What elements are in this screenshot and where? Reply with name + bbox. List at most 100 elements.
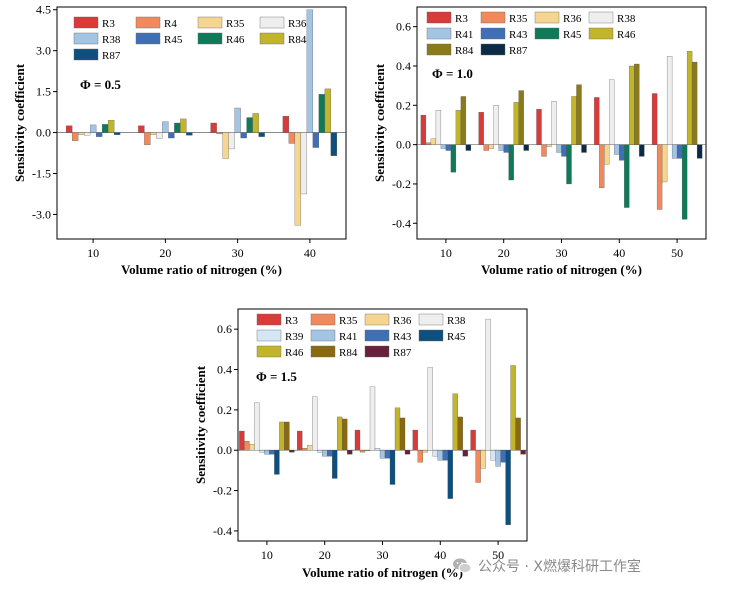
x-tick-label: 10 bbox=[440, 246, 452, 260]
bar-r38 bbox=[485, 318, 491, 451]
bar-r87 bbox=[289, 450, 295, 453]
y-tick-label: -0.2 bbox=[392, 177, 411, 191]
bar-r46 bbox=[246, 117, 253, 133]
bar-r36 bbox=[228, 132, 235, 150]
bar-r43 bbox=[384, 450, 391, 459]
legend-swatch-r41 bbox=[310, 329, 336, 342]
x-axis-title: Volume ratio of nitrogen (%) bbox=[121, 262, 282, 277]
bar-r39 bbox=[490, 450, 496, 461]
y-tick-label: 0.0 bbox=[36, 126, 51, 140]
bar-r41 bbox=[498, 144, 504, 151]
x-tick-label: 40 bbox=[304, 246, 316, 260]
bar-r46 bbox=[279, 421, 285, 451]
bar-r36 bbox=[488, 144, 494, 149]
bar-r36 bbox=[307, 445, 313, 451]
wechat-icon bbox=[453, 558, 472, 574]
bar-r41 bbox=[556, 144, 562, 153]
bar-r4 bbox=[71, 132, 79, 141]
legend-swatch-r43 bbox=[364, 329, 390, 342]
bar-r35 bbox=[244, 440, 250, 451]
y-tick-label: -0.2 bbox=[213, 484, 232, 498]
y-tick-label: 0.2 bbox=[396, 98, 411, 112]
legend-swatch-r36 bbox=[259, 16, 285, 29]
y-tick-label: 0.4 bbox=[396, 59, 411, 73]
bar-r36 bbox=[661, 144, 668, 183]
bar-r45 bbox=[389, 450, 396, 485]
watermark: 公众号 · X燃爆科研工作室 bbox=[452, 555, 641, 577]
bar-r45 bbox=[95, 132, 103, 137]
bar-r45 bbox=[624, 144, 630, 208]
bar-r46 bbox=[513, 102, 519, 145]
bar-r36 bbox=[604, 144, 610, 165]
legend-swatch-r35 bbox=[197, 16, 223, 29]
bar-r45 bbox=[240, 132, 247, 139]
bar-r87 bbox=[330, 132, 338, 156]
bar-r84 bbox=[252, 113, 259, 133]
legend-swatch-r46 bbox=[256, 345, 282, 358]
legend-label: R87 bbox=[102, 50, 121, 62]
bar-r3 bbox=[594, 97, 600, 145]
bar-r87 bbox=[462, 450, 468, 457]
bar-r38 bbox=[551, 101, 557, 145]
legend-label: R39 bbox=[285, 331, 304, 343]
bar-r3 bbox=[470, 429, 476, 451]
y-axis-title: Sensitivity coefficient bbox=[372, 63, 387, 182]
bar-r87 bbox=[113, 132, 121, 135]
bar-r3 bbox=[239, 430, 245, 451]
legend-swatch-r38 bbox=[588, 11, 614, 24]
y-tick-label: 0.6 bbox=[396, 20, 411, 34]
legend-swatch-r84 bbox=[259, 32, 285, 45]
bar-r84 bbox=[342, 418, 348, 451]
bar-r3 bbox=[282, 116, 290, 133]
legend-swatch-r45 bbox=[135, 32, 161, 45]
bar-r35 bbox=[475, 450, 481, 483]
bar-r43 bbox=[269, 450, 275, 455]
bar-r87 bbox=[696, 144, 703, 159]
legend-label: R46 bbox=[285, 347, 304, 359]
legend-label: R36 bbox=[393, 315, 412, 327]
bar-r4 bbox=[216, 132, 223, 135]
y-tick-label: 1.5 bbox=[36, 85, 51, 99]
legend-label: R35 bbox=[509, 13, 528, 25]
legend-swatch-r45 bbox=[534, 27, 560, 40]
bar-r87 bbox=[258, 132, 265, 137]
y-tick-label: 0.4 bbox=[217, 363, 232, 377]
bar-r36 bbox=[156, 132, 163, 139]
bar-r84 bbox=[180, 118, 187, 133]
legend-label: R38 bbox=[447, 315, 466, 327]
x-tick-label: 10 bbox=[261, 548, 273, 562]
y-tick-label: 3.0 bbox=[36, 44, 51, 58]
bar-r45 bbox=[508, 144, 514, 181]
legend-swatch-r46 bbox=[197, 32, 223, 45]
bar-r41 bbox=[495, 450, 501, 467]
y-tick-label: 0.0 bbox=[217, 443, 232, 457]
x-tick-label: 30 bbox=[232, 246, 244, 260]
bar-r38 bbox=[493, 105, 499, 145]
bar-r87 bbox=[186, 132, 193, 136]
y-tick-label: 0.2 bbox=[217, 403, 232, 417]
legend-swatch-r38 bbox=[73, 32, 99, 45]
legend-swatch-r87 bbox=[364, 345, 390, 358]
bar-r46 bbox=[452, 393, 458, 451]
bar-r84 bbox=[576, 84, 582, 145]
legend-label: R3 bbox=[455, 13, 468, 25]
bar-r45 bbox=[450, 144, 457, 173]
bar-r45 bbox=[168, 132, 175, 139]
legend-label: R87 bbox=[393, 347, 412, 359]
bar-r43 bbox=[445, 144, 452, 151]
bar-r46 bbox=[686, 51, 693, 145]
bar-r3 bbox=[478, 112, 484, 145]
bar-r43 bbox=[503, 144, 509, 153]
bar-r35 bbox=[222, 132, 229, 159]
legend-swatch-r35 bbox=[480, 11, 506, 24]
bar-r84 bbox=[399, 417, 406, 451]
bar-r45 bbox=[681, 144, 688, 220]
legend-label: R45 bbox=[447, 331, 466, 343]
x-tick-label: 10 bbox=[87, 246, 99, 260]
bar-r36 bbox=[300, 132, 308, 195]
bar-r35 bbox=[599, 144, 605, 189]
bar-r84 bbox=[691, 61, 698, 145]
bar-r36 bbox=[364, 450, 371, 451]
bar-r87 bbox=[523, 144, 529, 151]
y-tick-label: -0.4 bbox=[392, 216, 411, 230]
